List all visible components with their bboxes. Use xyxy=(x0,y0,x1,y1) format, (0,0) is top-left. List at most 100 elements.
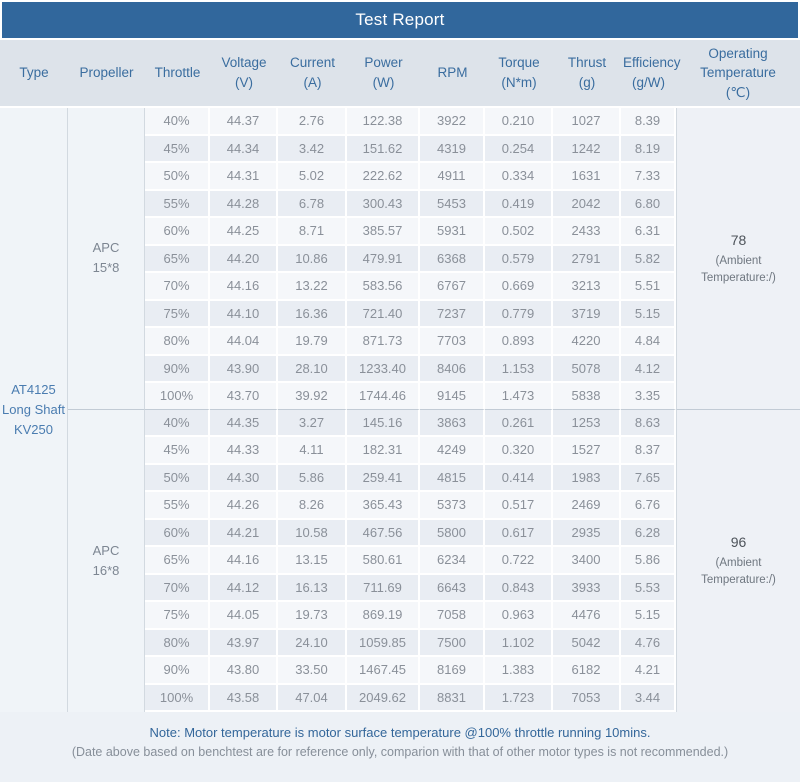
thrust-cell: 3719 xyxy=(553,300,621,328)
column-header-rpm: RPM xyxy=(420,40,485,108)
thrust-cell: 1027 xyxy=(553,108,621,136)
voltage-cell: 43.90 xyxy=(210,355,278,383)
column-header-efficiency: Efficiency (g/W) xyxy=(621,40,681,108)
power-cell: 583.56 xyxy=(347,273,420,301)
table-row: 50% 44.30 5.86 259.41 4815 0.414 1983 7.65 xyxy=(0,464,800,492)
table-row: 75% 44.05 19.73 869.19 7058 0.963 4476 5.15 xyxy=(0,602,800,630)
column-label: Torque xyxy=(498,55,540,71)
torque-cell: 0.779 xyxy=(485,300,553,328)
column-header-type: Type xyxy=(0,40,68,108)
throttle-cell: 55% xyxy=(145,492,210,520)
operating-temperature-cell: 96 (Ambient Temperature:/) xyxy=(676,409,800,712)
thrust-cell: 2935 xyxy=(553,519,621,547)
power-cell: 711.69 xyxy=(347,574,420,602)
efficiency-cell: 3.44 xyxy=(621,684,676,712)
power-cell: 1233.40 xyxy=(347,355,420,383)
table-header-row: Type Propeller Throttle Voltage (V) Current (A… xyxy=(0,40,800,108)
power-cell: 869.19 xyxy=(347,602,420,630)
footer-note-secondary: (Date above based on benchtest are for r… xyxy=(71,745,729,759)
footer-note-primary: Note: Motor temperature is motor surface… xyxy=(149,725,651,740)
table-row: 70% 44.12 16.13 711.69 6643 0.843 3933 5.53 xyxy=(0,574,800,602)
current-cell: 13.15 xyxy=(278,547,347,575)
column-header-torque: Torque (N*m) xyxy=(485,40,553,108)
torque-cell: 0.517 xyxy=(485,492,553,520)
throttle-cell: 45% xyxy=(145,135,210,163)
thrust-cell: 6182 xyxy=(553,657,621,685)
throttle-cell: 100% xyxy=(145,684,210,712)
column-header-power: Power (W) xyxy=(347,40,420,108)
column-header-throttle: Throttle xyxy=(145,40,210,108)
thrust-cell: 5838 xyxy=(553,383,621,410)
torque-cell: 0.843 xyxy=(485,574,553,602)
column-label: Efficiency xyxy=(623,55,681,71)
rpm-cell: 6368 xyxy=(420,245,485,273)
rpm-cell: 4319 xyxy=(420,135,485,163)
power-cell: 2049.62 xyxy=(347,684,420,712)
current-cell: 4.11 xyxy=(278,437,347,465)
voltage-cell: 44.10 xyxy=(210,300,278,328)
rpm-cell: 7500 xyxy=(420,629,485,657)
thrust-cell: 1527 xyxy=(553,437,621,465)
torque-cell: 0.320 xyxy=(485,437,553,465)
throttle-cell: 50% xyxy=(145,464,210,492)
efficiency-cell: 6.80 xyxy=(621,190,676,218)
voltage-cell: 44.20 xyxy=(210,245,278,273)
voltage-cell: 44.04 xyxy=(210,328,278,356)
current-cell: 5.02 xyxy=(278,163,347,191)
operating-temperature-value: 96 xyxy=(730,534,747,550)
throttle-cell: 45% xyxy=(145,437,210,465)
current-cell: 24.10 xyxy=(278,629,347,657)
column-header-propeller: Propeller xyxy=(68,40,145,108)
rpm-cell: 4249 xyxy=(420,437,485,465)
current-cell: 39.92 xyxy=(278,383,347,410)
torque-cell: 1.102 xyxy=(485,629,553,657)
efficiency-cell: 8.63 xyxy=(621,409,676,437)
thrust-cell: 4220 xyxy=(553,328,621,356)
torque-cell: 0.261 xyxy=(485,409,553,437)
column-unit: (A) xyxy=(303,75,322,90)
efficiency-cell: 4.84 xyxy=(621,328,676,356)
current-cell: 19.73 xyxy=(278,602,347,630)
voltage-cell: 44.28 xyxy=(210,190,278,218)
rpm-cell: 8169 xyxy=(420,657,485,685)
power-cell: 122.38 xyxy=(347,108,420,136)
efficiency-cell: 5.51 xyxy=(621,273,676,301)
rpm-cell: 5931 xyxy=(420,218,485,246)
efficiency-cell: 4.76 xyxy=(621,629,676,657)
table-row: 65% 44.16 13.15 580.61 6234 0.722 3400 5.86 xyxy=(0,547,800,575)
thrust-cell: 2433 xyxy=(553,218,621,246)
power-cell: 300.43 xyxy=(347,190,420,218)
power-cell: 151.62 xyxy=(347,135,420,163)
efficiency-cell: 6.31 xyxy=(621,218,676,246)
rpm-cell: 8831 xyxy=(420,684,485,712)
page-title: Test Report xyxy=(355,10,445,29)
efficiency-cell: 6.76 xyxy=(621,492,676,520)
voltage-cell: 44.33 xyxy=(210,437,278,465)
voltage-cell: 44.31 xyxy=(210,163,278,191)
thrust-cell: 3933 xyxy=(553,574,621,602)
power-cell: 259.41 xyxy=(347,464,420,492)
column-label: Current xyxy=(289,55,335,71)
rpm-cell: 6643 xyxy=(420,574,485,602)
rpm-cell: 7237 xyxy=(420,300,485,328)
efficiency-cell: 7.33 xyxy=(621,163,676,191)
power-cell: 580.61 xyxy=(347,547,420,575)
torque-cell: 1.153 xyxy=(485,355,553,383)
thrust-cell: 4476 xyxy=(553,602,621,630)
throttle-cell: 80% xyxy=(145,629,210,657)
voltage-cell: 44.30 xyxy=(210,464,278,492)
rpm-cell: 3863 xyxy=(420,409,485,437)
throttle-cell: 90% xyxy=(145,355,210,383)
power-cell: 222.62 xyxy=(347,163,420,191)
thrust-cell: 2042 xyxy=(553,190,621,218)
rpm-cell: 4911 xyxy=(420,163,485,191)
torque-cell: 0.254 xyxy=(485,135,553,163)
rpm-cell: 5373 xyxy=(420,492,485,520)
table-row: 60% 44.25 8.71 385.57 5931 0.502 2433 6.31 xyxy=(0,218,800,246)
current-cell: 33.50 xyxy=(278,657,347,685)
propeller-cell: APC 15*8 xyxy=(68,108,145,410)
test-report-table: Type Propeller Throttle Voltage (V) Current (A… xyxy=(0,40,800,712)
column-header-current: Current (A) xyxy=(278,40,347,108)
rpm-cell: 5453 xyxy=(420,190,485,218)
current-cell: 8.26 xyxy=(278,492,347,520)
